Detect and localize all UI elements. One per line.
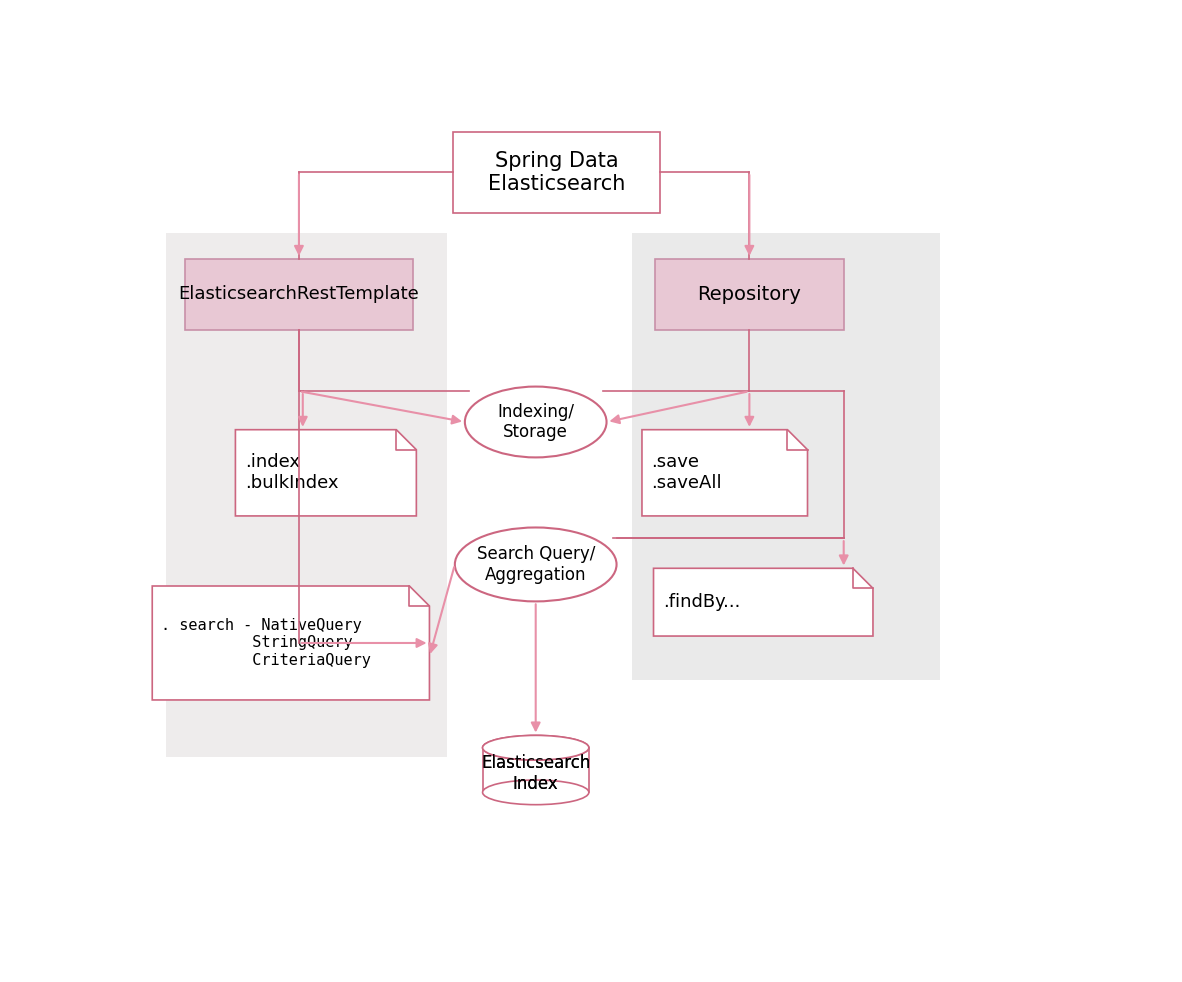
Ellipse shape	[482, 780, 589, 804]
Ellipse shape	[482, 736, 589, 760]
Bar	[655, 258, 844, 330]
Bar	[482, 747, 589, 792]
Bar	[186, 258, 413, 330]
Ellipse shape	[482, 736, 589, 760]
Text: Search Query/
Aggregation: Search Query/ Aggregation	[476, 545, 595, 584]
Text: . search - NativeQuery
          StringQuery
          CriteriaQuery: . search - NativeQuery StringQuery Crite…	[162, 618, 371, 668]
Polygon shape	[235, 430, 416, 516]
Text: ElasticsearchRestTemplate: ElasticsearchRestTemplate	[178, 285, 420, 303]
Bar	[453, 132, 661, 212]
Text: .save
.saveAll: .save .saveAll	[651, 454, 722, 492]
Text: .index
.bulkIndex: .index .bulkIndex	[245, 454, 338, 492]
Text: Elasticsearch
Index: Elasticsearch Index	[481, 754, 590, 793]
Text: Elasticsearch
Index: Elasticsearch Index	[481, 754, 590, 793]
Text: Spring Data
Elasticsearch: Spring Data Elasticsearch	[488, 150, 625, 193]
Polygon shape	[654, 569, 873, 636]
Text: Repository: Repository	[697, 285, 801, 303]
Ellipse shape	[455, 527, 617, 601]
Polygon shape	[152, 586, 429, 700]
Text: .findBy...: .findBy...	[663, 593, 740, 611]
Text: Indexing/
Storage: Indexing/ Storage	[498, 403, 574, 441]
Ellipse shape	[465, 387, 606, 458]
Polygon shape	[642, 430, 807, 516]
Bar	[632, 234, 940, 680]
Bar	[167, 234, 447, 757]
